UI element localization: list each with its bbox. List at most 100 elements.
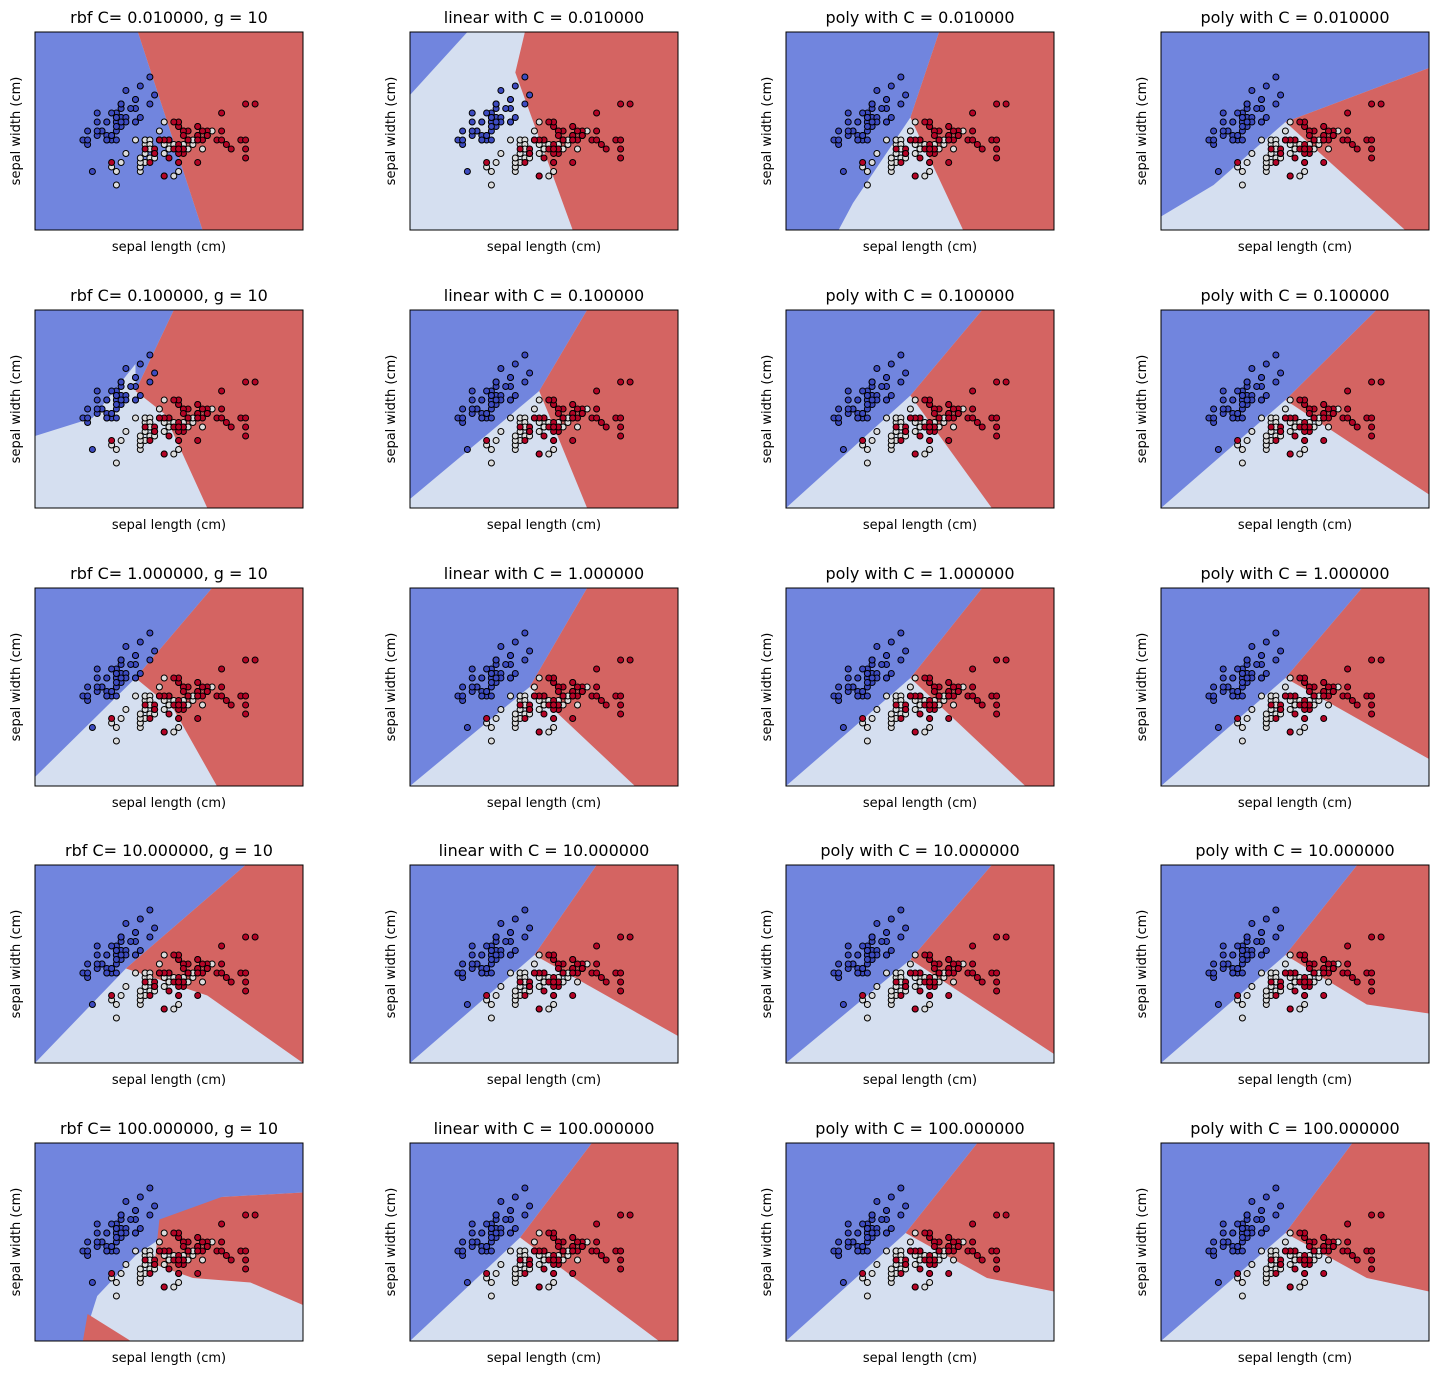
data-point (1286, 1005, 1294, 1013)
data-point (535, 172, 543, 180)
data-point (868, 1270, 876, 1277)
data-point (218, 109, 226, 117)
axes-frame (1160, 31, 1430, 231)
data-point (1344, 683, 1352, 691)
data-point (1234, 1270, 1242, 1277)
data-point (151, 706, 159, 713)
data-point (1353, 1256, 1361, 1264)
data-point (103, 951, 111, 959)
data-point (926, 1270, 934, 1277)
data-point (483, 437, 491, 444)
data-point (468, 118, 476, 126)
data-point (973, 419, 981, 426)
subplot-title: linear with C = 1.000000 (444, 564, 644, 583)
data-point (617, 414, 625, 422)
data-point (574, 701, 581, 709)
data-point (617, 100, 625, 108)
data-point (1219, 674, 1227, 682)
data-point (1301, 145, 1309, 153)
data-point (1248, 87, 1256, 94)
data-point (844, 674, 852, 682)
x-axis-label: sepal length (cm) (863, 1351, 977, 1366)
x-axis-label: sepal length (cm) (487, 518, 601, 533)
data-point (844, 127, 852, 135)
data-point (1286, 706, 1294, 713)
data-point (160, 450, 168, 458)
data-point (554, 132, 562, 139)
data-point (511, 1193, 519, 1201)
data-point (487, 401, 495, 408)
data-point (497, 1261, 505, 1268)
data-point (1301, 1256, 1309, 1264)
data-point (593, 960, 601, 968)
data-point (530, 405, 538, 413)
data-point (1248, 150, 1256, 157)
data-point (1286, 1229, 1294, 1237)
data-point (1219, 942, 1227, 950)
data-point (1277, 1261, 1285, 1268)
decision-region-class-0 (786, 588, 983, 786)
data-point (526, 150, 534, 157)
data-point (1267, 423, 1275, 431)
data-point (593, 692, 601, 700)
data-point (146, 378, 154, 386)
data-point (1281, 127, 1289, 135)
data-point (170, 118, 178, 126)
data-point (1368, 1247, 1376, 1255)
data-point (921, 951, 929, 959)
data-point (1301, 701, 1309, 709)
data-point (511, 638, 519, 646)
data-point (859, 942, 867, 950)
data-point (242, 1211, 250, 1219)
decision-region-class-2 (910, 310, 1054, 508)
data-point (132, 969, 139, 977)
data-point (887, 1225, 895, 1232)
data-point (1320, 136, 1328, 144)
data-point (117, 1270, 125, 1277)
data-point (84, 960, 92, 968)
data-point (175, 437, 183, 444)
data-point (521, 906, 529, 914)
x-axis-label: sepal length (cm) (112, 1073, 226, 1088)
data-point (993, 987, 1001, 995)
data-point (218, 127, 226, 135)
data-point (160, 172, 168, 180)
data-point (160, 118, 168, 126)
data-point (906, 127, 914, 135)
data-point (502, 383, 510, 390)
data-point (883, 969, 890, 977)
data-point (487, 692, 495, 700)
data-point (883, 96, 890, 103)
data-point (559, 136, 567, 144)
data-point (478, 692, 486, 700)
data-point (859, 410, 867, 417)
data-point (1272, 992, 1280, 999)
data-point (1320, 414, 1328, 422)
data-point (617, 136, 625, 144)
data-point (1002, 378, 1010, 386)
data-point (969, 1220, 977, 1228)
data-point (969, 387, 977, 395)
data-point (844, 109, 852, 117)
data-point (969, 665, 977, 673)
data-point (146, 906, 154, 914)
data-point (617, 154, 625, 162)
data-point (1253, 1216, 1261, 1223)
data-point (1353, 423, 1361, 431)
data-point (507, 951, 514, 959)
data-point (199, 1256, 206, 1264)
data-point (492, 674, 500, 682)
data-point (1262, 114, 1270, 121)
data-point (906, 405, 914, 413)
data-point (844, 387, 852, 395)
data-point (242, 136, 250, 144)
data-point (103, 118, 111, 126)
data-point (1348, 974, 1356, 981)
data-point (170, 674, 178, 682)
data-point (1262, 987, 1270, 995)
data-point (921, 118, 929, 126)
data-point (497, 706, 505, 713)
data-point (1296, 172, 1304, 180)
data-point (88, 1001, 96, 1008)
data-point (242, 933, 250, 941)
